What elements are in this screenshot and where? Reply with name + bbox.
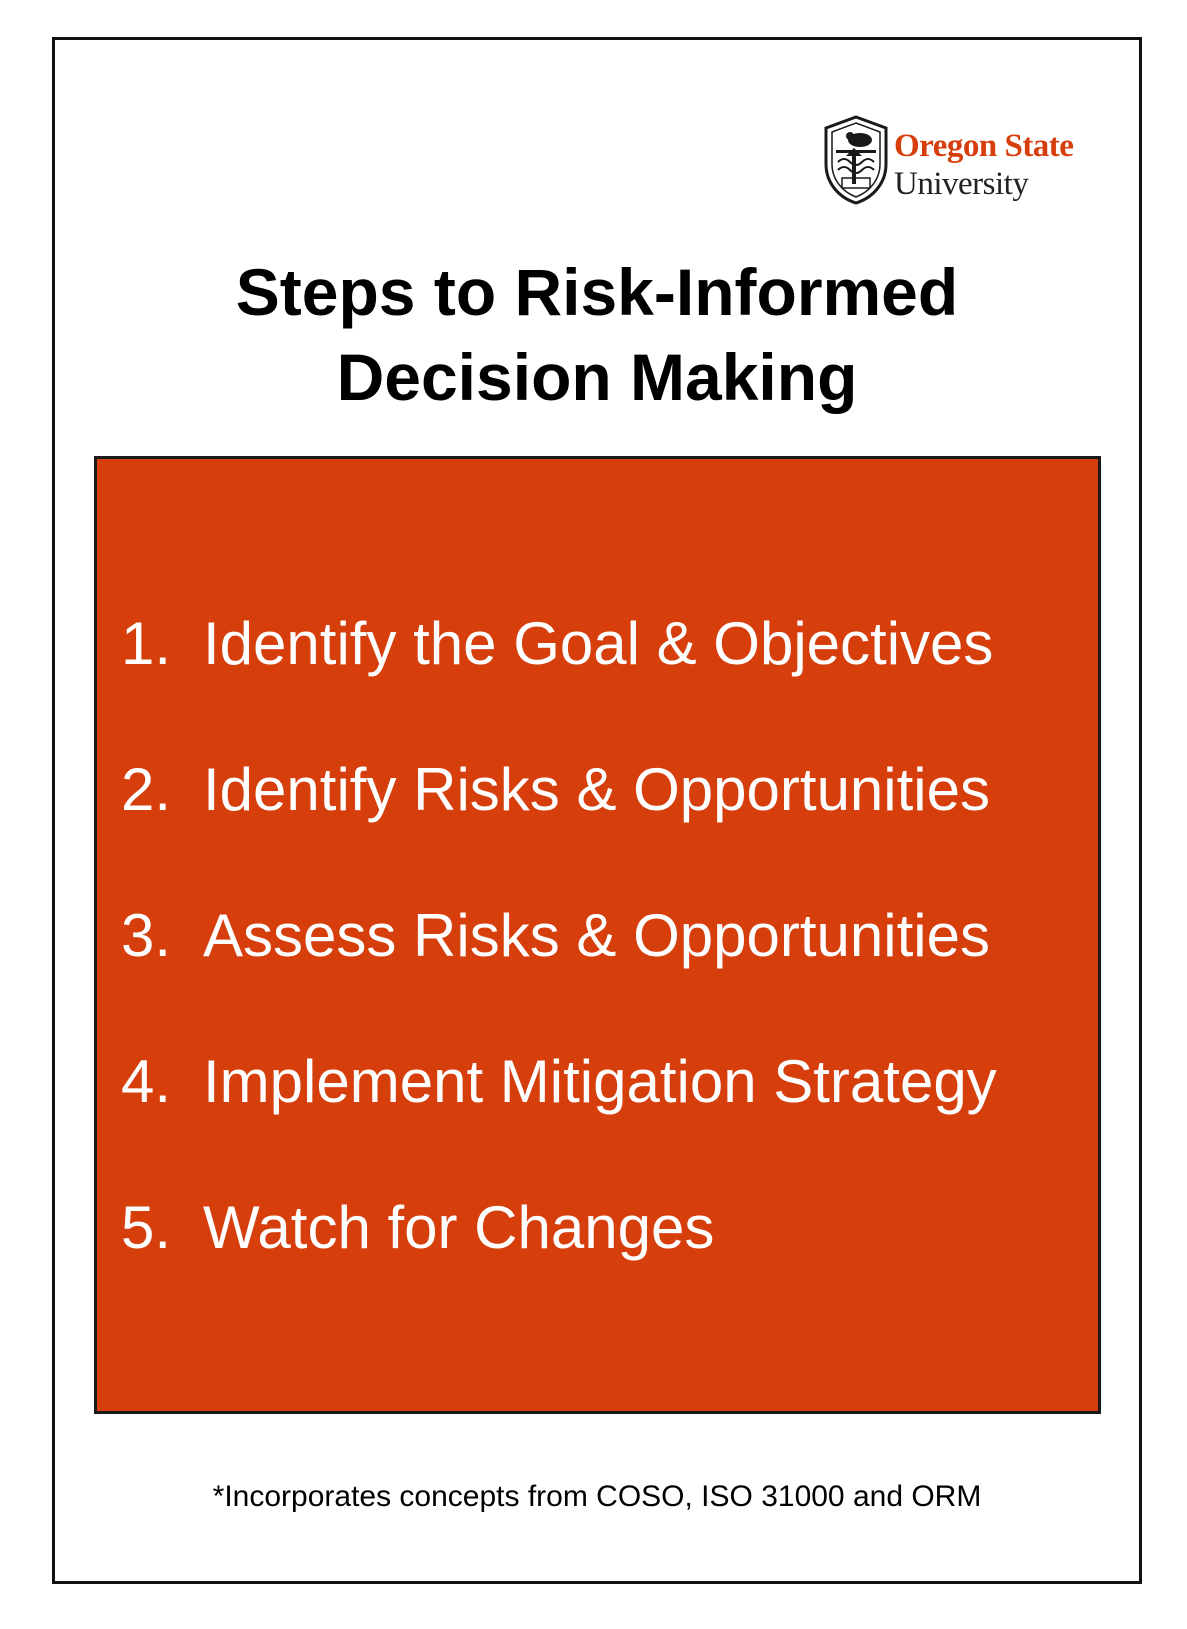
step-item: 2. Identify Risks & Opportunities [121,750,997,896]
university-logo: Oregon State University [822,112,1112,212]
step-item: 4. Implement Mitigation Strategy [121,1042,997,1188]
page-title-line2: Decision Making [336,340,858,414]
step-text: Identify Risks & Opportunities [203,756,991,823]
step-item: 3. Assess Risks & Opportunities [121,896,997,1042]
osu-seal-icon [824,115,888,205]
step-number: 5. [121,1194,172,1261]
logo-wordmark-line1: Oregon State [894,128,1074,164]
page-title: Steps to Risk-Informed Decision Making [52,250,1142,420]
steps-panel: 1. Identify the Goal & Objectives 2. Ide… [94,456,1101,1414]
step-number: 1. [121,610,172,677]
step-item: 5. Watch for Changes [121,1188,997,1334]
step-text: Watch for Changes [203,1194,715,1261]
step-text: Identify the Goal & Objectives [203,610,994,677]
step-number: 2. [121,756,172,823]
step-text: Assess Risks & Opportunities [203,902,990,969]
page-frame [52,37,1142,1584]
step-number: 4. [121,1048,172,1115]
footnote: *Incorporates concepts from COSO, ISO 31… [212,1480,982,1513]
logo-wordmark-line2: University [894,166,1029,202]
page-title-line1: Steps to Risk-Informed [235,255,959,329]
step-number: 3. [121,902,172,969]
step-item: 1. Identify the Goal & Objectives [121,604,997,750]
step-text: Implement Mitigation Strategy [203,1048,997,1115]
steps-list: 1. Identify the Goal & Objectives 2. Ide… [121,604,997,1334]
